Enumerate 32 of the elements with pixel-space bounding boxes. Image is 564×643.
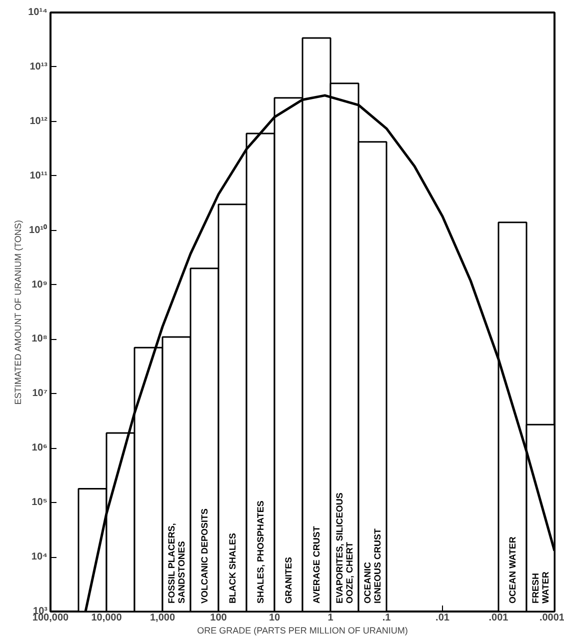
y-tick-label: 10¹² — [30, 116, 48, 127]
category-label: OCEAN WATER — [508, 536, 518, 604]
x-tick-label: .0001 — [539, 612, 564, 624]
y-tick-label: 10¹¹ — [30, 170, 48, 182]
x-tick-label: .1 — [382, 612, 392, 624]
x-tick-label: 1 — [328, 612, 334, 624]
x-tick-label: .01 — [436, 612, 450, 624]
y-tick-label: 10¹⁴ — [28, 7, 48, 18]
x-axis-title: ORE GRADE (PARTS PER MILLION OF URANIUM) — [197, 626, 408, 636]
y-tick-label: 10¹⁰ — [29, 224, 48, 236]
category-label: EVAPORITES, SILICEOUS OOZE, CHERT — [334, 492, 355, 604]
category-label: GRANITES — [284, 556, 294, 604]
category-label: FOSSIL PLACERS, SANDSTONES — [166, 523, 187, 604]
category-label: BLACK SHALES — [228, 532, 238, 604]
x-tick-label: 10 — [268, 612, 280, 624]
y-tick-label: 10¹³ — [30, 61, 48, 72]
y-tick-label: 10⁶ — [32, 442, 48, 454]
category-label: AVERAGE CRUST — [312, 526, 322, 604]
x-tick-label: 100 — [210, 612, 228, 624]
category-label: OCEANIC IGNEOUS CRUST — [362, 528, 383, 604]
y-tick-label: 10⁸ — [32, 334, 48, 345]
y-tick-label: 10⁷ — [32, 388, 48, 400]
x-tick-label: 10,000 — [91, 612, 122, 624]
x-tick-label: 1,000 — [150, 612, 176, 624]
category-label: SHALES, PHOSPHATES — [256, 500, 266, 604]
y-tick-label: 10⁵ — [32, 497, 48, 508]
y-tick-label: 10⁹ — [32, 279, 48, 290]
x-tick-label: .001 — [488, 612, 509, 624]
y-tick-label: 10⁴ — [31, 552, 48, 563]
category-label: VOLCANIC DEPOSITS — [200, 508, 210, 604]
category-label: FRESH WATER — [530, 572, 551, 604]
y-axis-title: ESTIMATED AMOUNT OF URANIUM (TONS) — [13, 220, 24, 405]
